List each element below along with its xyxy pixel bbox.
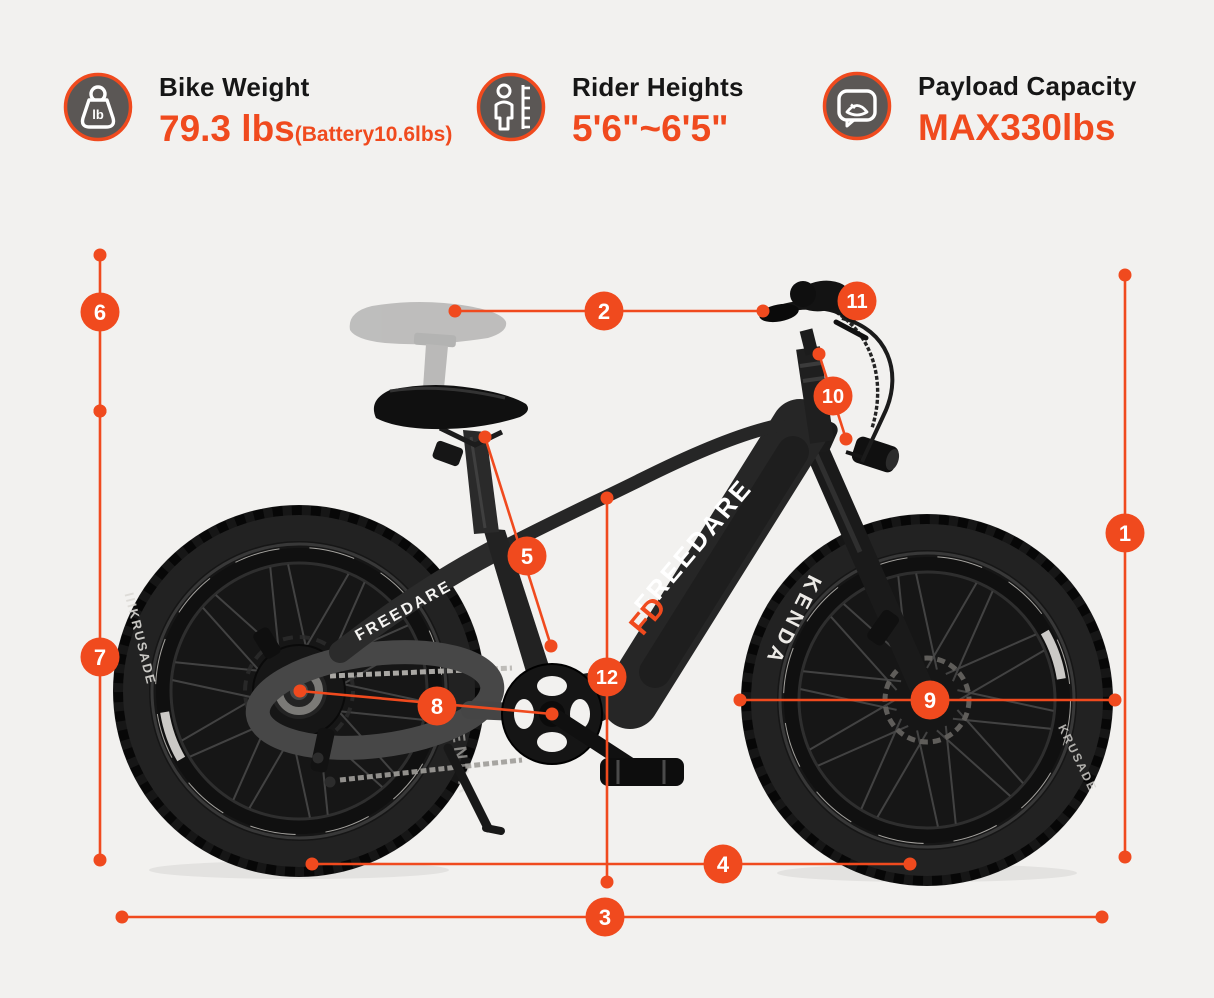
svg-text:1: 1 [1119,521,1131,546]
svg-text:10: 10 [822,386,844,408]
svg-text:3: 3 [599,905,611,930]
dimension-callout-1: 1 [1105,513,1145,553]
dimension-callout-8: 8 [417,686,457,726]
dimension-endpoint-dot [448,304,462,318]
spec-title: Bike Weight [159,72,310,102]
dimension-endpoint-dot [812,347,826,361]
dimension-callout-6: 6 [80,292,120,332]
dimension-endpoint-dot [545,707,559,721]
svg-text:8: 8 [431,694,443,719]
brake-lever [833,319,869,341]
seatpost-accessory [432,440,464,467]
dimension-endpoint-dot [600,491,614,505]
dimension-callout-3: 3 [585,897,625,937]
svg-text:6: 6 [94,300,106,325]
seatpost-and-saddle [373,384,528,534]
dimension-callout-5: 5 [507,536,547,576]
dimension-endpoint-dot [1118,268,1132,282]
dimension-callout-11: 11 [837,281,877,321]
dimension-callout-12: 12 [587,657,627,697]
dimension-callout-9: 9 [910,680,950,720]
svg-text:9: 9 [924,688,936,713]
dimension-endpoint-dot [93,404,107,418]
rear-brake-caliper [253,627,281,659]
dimension-endpoint-dot [93,248,107,262]
dimension-callout-7: 7 [80,637,120,677]
coiled-cable [835,310,880,429]
spec-title: Rider Heights [572,72,744,102]
dimension-endpoint-dot [544,639,558,653]
dimension-callout-2: 2 [584,291,624,331]
dimension-endpoint-dot [756,304,770,318]
svg-text:5: 5 [521,544,533,569]
dimension-endpoint-dot [839,432,853,446]
spec-value-suffix: (Battery10.6lbs) [294,123,453,146]
svg-text:4: 4 [717,852,730,877]
saddle [373,384,528,430]
svg-text:12: 12 [596,667,618,689]
spec-bike-weight: lb Bike Weight 79.3 lbs(Battery10.6lbs) [63,72,452,155]
headlight [851,436,900,473]
chain [329,665,523,783]
dimension-endpoint-dot [1108,693,1122,707]
front-brake-caliper [867,609,899,646]
spec-header: lb Bike Weight 79.3 lbs(Battery10.6lbs) … [0,0,1214,190]
dimension-endpoint-dot [903,857,917,871]
seatpost [463,430,499,534]
rear-brake-rotor [243,635,355,747]
spec-title: Payload Capacity [918,71,1137,101]
brake-cable [841,316,895,463]
dimension-endpoint-dot [93,853,107,867]
dimension-callout-10: 10 [813,376,853,416]
dimension-endpoint-dot [305,857,319,871]
dimension-callout-4: 4 [703,844,743,884]
dimension-endpoint-dot [1118,850,1132,864]
dimension-endpoint-dot [733,693,747,707]
spec-value: 79.3 lbs(Battery10.6lbs) [159,108,453,149]
spec-rider-heights: Rider Heights 5'6"~6'5" [476,72,744,155]
pedal [600,758,684,786]
kickstand [443,743,493,833]
dimension-endpoint-dot [293,684,307,698]
dimension-endpoint-dot [600,875,614,889]
spec-value: 5'6"~6'5" [572,108,729,149]
svg-text:lb: lb [92,107,104,122]
svg-text:7: 7 [94,645,106,670]
saddle-rails [438,425,504,448]
grip [759,303,799,323]
svg-text:2: 2 [598,299,610,324]
dimension-endpoint-dot [478,430,492,444]
rider-height-icon [476,72,546,142]
stem [799,328,819,356]
top-tube [491,418,787,557]
weight-icon: lb [63,72,133,142]
dimension-endpoint-dot [115,910,129,924]
spec-value: MAX330lbs [918,107,1116,148]
dimension-endpoint-dot [1095,910,1109,924]
svg-text:11: 11 [846,291,867,313]
payload-scale-icon [822,71,892,141]
spec-payload-capacity: Payload Capacity MAX330lbs [822,71,1137,154]
